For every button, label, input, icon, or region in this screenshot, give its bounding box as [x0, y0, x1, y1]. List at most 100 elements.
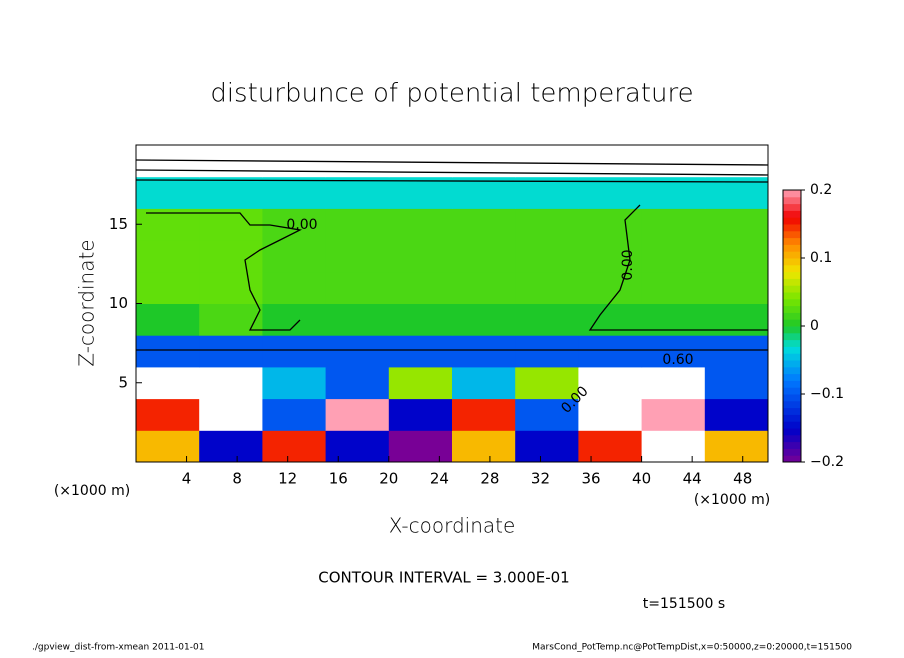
- heat-cell: [388, 335, 453, 368]
- heat-cell: [641, 208, 706, 241]
- heat-cell: [199, 240, 263, 273]
- heat-cell: [388, 398, 453, 431]
- heat-cell: [452, 303, 516, 336]
- heat-cell: [641, 271, 706, 304]
- colorbar-swatch: [783, 394, 801, 402]
- heat-cell: [325, 335, 390, 368]
- heat-cell: [136, 398, 200, 431]
- heat-cell: [578, 271, 643, 304]
- heat-cell: [515, 176, 579, 209]
- x-tick-label: 20: [379, 470, 398, 488]
- colorbar-swatch: [783, 387, 801, 395]
- heat-cell: [325, 398, 390, 431]
- heat-cell: [325, 430, 390, 463]
- x-tick-label: 24: [430, 470, 449, 488]
- heat-cell: [578, 430, 643, 463]
- heat-cell: [704, 240, 769, 273]
- heat-cell: [704, 398, 769, 431]
- heat-cell: [641, 240, 706, 273]
- heat-cell: [704, 335, 769, 368]
- colorbar-swatch: [783, 455, 801, 463]
- heat-cell: [641, 430, 706, 463]
- x-tick-label: 44: [683, 470, 702, 488]
- y-tick-label: 15: [109, 215, 128, 233]
- heat-cell: [262, 240, 327, 273]
- colorbar-swatch: [783, 285, 801, 293]
- heat-cell: [199, 430, 263, 463]
- heat-cell: [136, 240, 200, 273]
- x-tick-label: 32: [531, 470, 550, 488]
- heat-cell: [578, 145, 643, 178]
- colorbar-swatch: [783, 305, 801, 313]
- heat-cell: [325, 271, 390, 304]
- contour-line: [135, 159, 769, 183]
- colorbar-swatch: [783, 380, 801, 388]
- heat-cell: [578, 303, 643, 336]
- heat-cell: [199, 176, 263, 209]
- colorbar-swatch: [783, 271, 801, 279]
- heat-cell: [262, 176, 327, 209]
- colorbar-swatch: [783, 217, 801, 225]
- heat-cell: [641, 366, 706, 400]
- heat-cell: [325, 366, 390, 400]
- colorbar-swatch: [783, 353, 801, 361]
- heat-cell: [704, 271, 769, 304]
- heat-cell: [515, 303, 579, 336]
- x-tick-label: 40: [632, 470, 651, 488]
- heat-cell: [452, 208, 516, 241]
- colorbar-label: 0: [810, 318, 819, 334]
- heat-cell: [199, 335, 263, 368]
- heat-cell: [704, 366, 769, 400]
- heat-cell: [578, 398, 643, 431]
- heat-cell: [641, 335, 706, 368]
- colorbar-swatch: [783, 196, 801, 205]
- time-label: t=151500 s: [643, 596, 725, 612]
- colorbar-swatch: [783, 366, 801, 375]
- heat-cell: [641, 145, 706, 178]
- footer-right: MarsCond_PotTemp.nc@PotTempDist,x=0:5000…: [532, 643, 852, 653]
- heat-cell: [515, 430, 579, 463]
- heat-cell: [325, 176, 390, 209]
- heat-cell: [262, 430, 327, 463]
- y-tick-label: 10: [109, 294, 128, 312]
- colorbar-label: 0.1: [810, 250, 832, 266]
- x-unit: (×1000 m): [694, 492, 770, 508]
- x-tick-label: 16: [329, 470, 348, 488]
- heat-cell: [641, 398, 706, 431]
- colorbar-swatch: [783, 224, 801, 232]
- heat-cell: [578, 335, 643, 368]
- heat-cell: [262, 335, 327, 368]
- x-tick-label: 48: [733, 470, 752, 488]
- heat-cell: [388, 271, 453, 304]
- contour-line: [588, 204, 768, 331]
- colorbar-swatch: [783, 448, 801, 456]
- heat-cell: [199, 366, 263, 400]
- heat-cell: [136, 366, 200, 400]
- footer-left: ./gpview_dist-from-xmean 2011-01-01: [32, 643, 204, 653]
- colorbar-swatch: [783, 441, 801, 449]
- heat-cell: [515, 398, 579, 431]
- chart-title: disturbunce of potential temperature: [210, 79, 693, 109]
- colorbar-swatch: [783, 298, 801, 307]
- heat-cell: [388, 208, 453, 241]
- colorbar-swatch: [783, 332, 801, 341]
- heat-cell: [136, 176, 200, 209]
- y-unit: (×1000 m): [54, 483, 130, 499]
- heat-cell: [452, 430, 516, 463]
- colorbar-swatch: [783, 230, 801, 239]
- heat-cell: [262, 208, 327, 241]
- colorbar-swatch: [783, 190, 801, 198]
- heat-cell: [262, 271, 327, 304]
- heat-cell: [578, 366, 643, 400]
- heat-cell: [452, 398, 516, 431]
- heat-cell: [388, 176, 453, 209]
- colorbar-swatch: [783, 339, 801, 347]
- colorbar-swatch: [783, 292, 801, 300]
- heat-cell: [136, 303, 200, 336]
- x-tick-label: 4: [182, 470, 192, 488]
- heat-cell: [388, 240, 453, 273]
- colorbar-swatch: [783, 421, 801, 429]
- heat-cell: [515, 335, 579, 368]
- heat-cell: [578, 240, 643, 273]
- x-tick-label: 36: [581, 470, 600, 488]
